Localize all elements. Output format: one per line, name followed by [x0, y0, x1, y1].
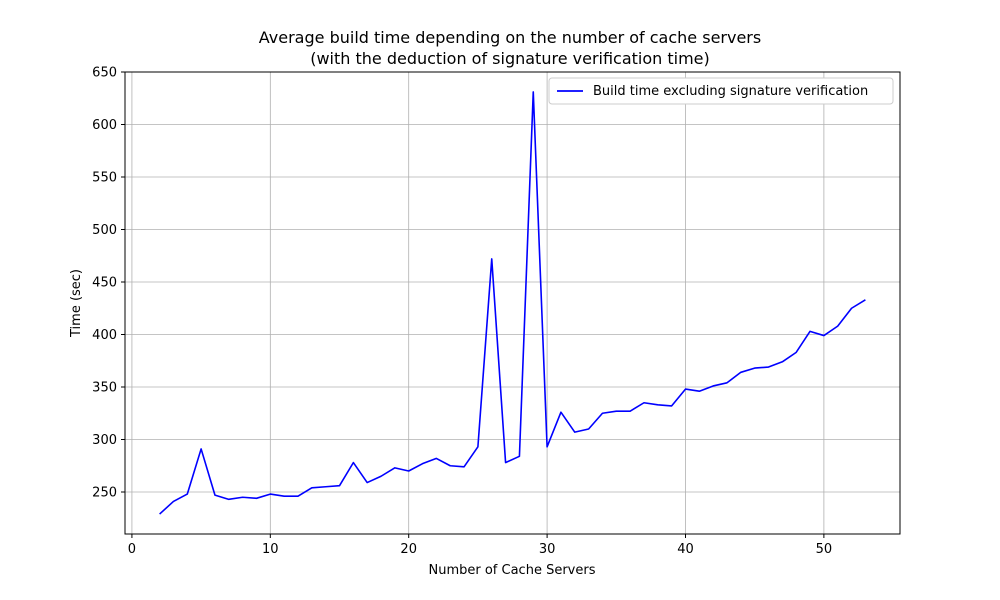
x-tick-label: 40 — [677, 542, 694, 557]
y-tick-label: 550 — [92, 171, 117, 186]
plot-area-frame — [124, 71, 901, 535]
x-tick-label: 50 — [816, 542, 833, 557]
y-tick-label: 500 — [92, 223, 117, 238]
x-tick-label: 20 — [400, 542, 417, 557]
y-tick-label: 450 — [92, 276, 117, 291]
y-axis-label: Time (sec) — [69, 269, 84, 338]
axis-ticks: 0 10 20 30 40 50 250 300 350 400 450 500 550 600 650 — [92, 66, 832, 558]
y-tick-label: 250 — [92, 486, 117, 501]
chart-title: Average build time depending on the numb… — [259, 28, 761, 47]
y-tick-label: 650 — [92, 66, 117, 81]
series-line — [159, 91, 866, 515]
x-tick-label: 10 — [262, 542, 279, 557]
x-tick-label: 30 — [539, 542, 556, 557]
y-tick-label: 600 — [92, 118, 117, 133]
x-tick-label: 0 — [128, 542, 136, 557]
legend: Build time excluding signature verificat… — [548, 77, 894, 105]
chart-subtitle: (with the deduction of signature verific… — [310, 49, 710, 68]
data-lines — [159, 91, 866, 515]
y-tick-label: 350 — [92, 381, 117, 396]
legend-entry: Build time excluding signature verificat… — [593, 84, 868, 99]
y-tick-label: 400 — [92, 328, 117, 343]
legend-box — [548, 77, 894, 105]
x-axis-label: Number of Cache Servers — [429, 563, 596, 578]
y-tick-label: 300 — [92, 433, 117, 448]
